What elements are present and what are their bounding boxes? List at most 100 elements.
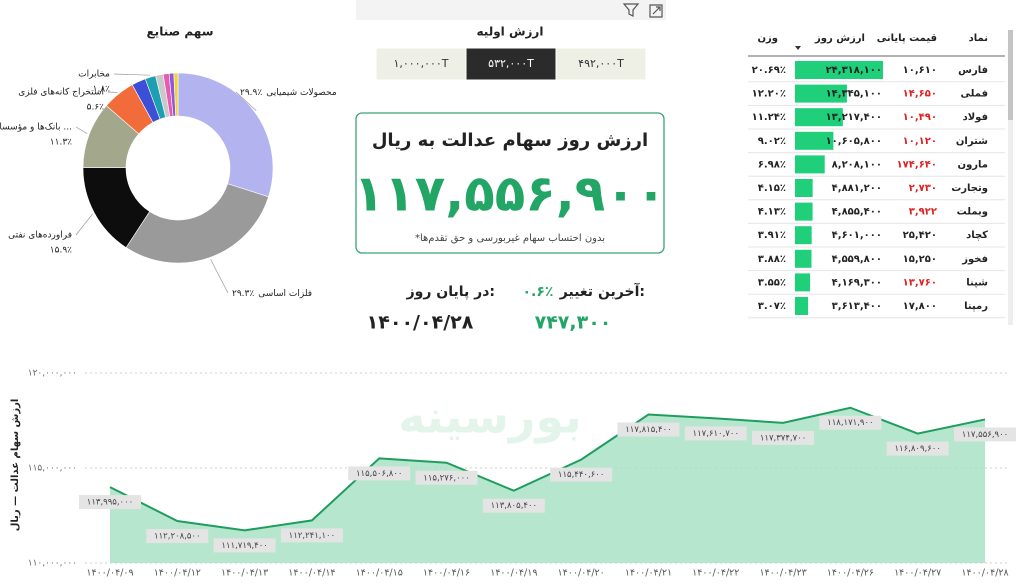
day-value: ۲۴,۳۱۸,۱۰۰ — [826, 65, 882, 76]
selector-button[interactable] — [375, 47, 467, 81]
focus-icon[interactable] — [649, 4, 663, 18]
price: ۳,۹۲۲ — [909, 207, 937, 218]
data-label-box — [213, 538, 276, 553]
change-amount: ۷۴۷,۳۰۰ — [535, 312, 612, 334]
table-header[interactable]: ارزش روز — [814, 33, 865, 44]
symbol: وتجارت — [951, 183, 988, 194]
data-label: ۱۱۶,۸۰۹,۶۰۰ — [894, 444, 941, 454]
data-label: ۱۱۲,۲۴۱,۱۰۰ — [289, 531, 336, 541]
data-label-box — [415, 470, 478, 485]
leader-line — [235, 91, 257, 111]
x-tick-label: ۱۴۰۰/۰۴/۱۶ — [423, 568, 470, 579]
data-label: ۱۱۳,۹۹۵,۰۰۰ — [87, 498, 134, 508]
day-value: ۴,۶۰۱,۰۰۰ — [832, 230, 882, 241]
selector-option[interactable]: ۱,۰۰۰,۰۰۰T — [393, 57, 448, 70]
data-bar — [795, 297, 809, 315]
table-header[interactable]: نماد — [969, 33, 988, 44]
pie-label-group: ۲۹.۳٪ فلزات اساسی — [232, 289, 312, 299]
x-tick-label: ۱۴۰۰/۰۴/۲۸ — [961, 568, 1008, 579]
data-label: ۱۱۱,۷۱۹,۴۰۰ — [221, 541, 268, 551]
data-label-box — [617, 422, 680, 437]
pie-label: استخراج کانه‌های فلزی — [18, 88, 104, 98]
x-tick-label: ۱۴۰۰/۰۴/۱۳ — [221, 568, 268, 579]
scrollbar-track[interactable] — [1008, 30, 1013, 325]
data-label: ۱۱۷,۳۷۴,۷۰۰ — [760, 433, 807, 443]
data-label: ۱۱۷,۶۱۰,۷۰۰ — [693, 429, 740, 439]
data-bar — [795, 155, 825, 174]
pie-label: مخابرات — [78, 70, 110, 80]
data-bar — [795, 131, 834, 150]
table-header[interactable]: وزن — [757, 33, 778, 44]
day-value: ۴,۵۵۹,۸۰۰ — [832, 254, 882, 265]
weight: ۳.۹۱٪ — [758, 230, 786, 241]
price: ۱۷۴,۶۴۰ — [897, 159, 937, 170]
x-tick-label: ۱۴۰۰/۰۴/۱۲ — [154, 568, 201, 579]
data-label-box — [954, 427, 1016, 442]
weight: ۶.۹۸٪ — [758, 159, 786, 170]
day-value: ۱۳,۲۱۷,۴۰۰ — [826, 112, 882, 123]
day-value: ۱۴,۳۴۵,۱۰۰ — [826, 89, 882, 100]
symbol: شپنا — [966, 277, 988, 288]
data-bar — [795, 61, 883, 79]
selector-title: ارزش اولیه — [477, 25, 544, 40]
pie-value-label: ۱۵.۹٪ — [50, 246, 72, 256]
pie-value-label: ۲۹.۹٪ — [240, 88, 262, 98]
pie-label: فلزات اساسی — [258, 289, 312, 299]
end-label: در پایان روز: — [406, 284, 495, 300]
data-bar — [795, 84, 847, 103]
data-label-box — [886, 441, 949, 456]
table-header[interactable]: قیمت پایانی — [877, 33, 937, 44]
x-tick-label: ۱۴۰۰/۰۴/۲۶ — [827, 568, 874, 579]
weight: ۳.۰۷٪ — [758, 301, 786, 312]
symbol: شتران — [956, 136, 988, 147]
selector-option[interactable]: ۵۳۲,۰۰۰T — [488, 57, 534, 70]
x-tick-label: ۱۴۰۰/۰۴/۲۱ — [625, 568, 672, 579]
pie-value-label: ۱.۸٪ — [93, 85, 111, 95]
weight: ۳.۸۸٪ — [758, 254, 786, 265]
data-label-box — [819, 415, 882, 430]
data-bar — [795, 273, 811, 292]
scrollbar-thumb[interactable] — [1008, 30, 1013, 120]
filter-icon[interactable] — [622, 3, 640, 17]
weight: ۴.۱۳٪ — [758, 207, 786, 218]
data-label-box — [752, 430, 815, 445]
x-tick-label: ۱۴۰۰/۰۴/۲۳ — [759, 568, 806, 579]
symbol: مارون — [958, 159, 988, 170]
y-axis-label: ارزش سهام عدالت — ریال — [10, 399, 21, 532]
selector-button[interactable] — [465, 47, 557, 81]
change-value: ۰.۶٪ — [523, 284, 554, 300]
data-label: ۱۱۵,۵۰۶,۸۰۰ — [356, 469, 403, 479]
area — [110, 407, 985, 563]
data-label-box — [684, 426, 747, 441]
leader-line — [75, 126, 88, 135]
data-label-box — [550, 467, 613, 482]
day-value: ۸,۲۰۸,۱۰۰ — [832, 159, 882, 170]
data-bar — [795, 226, 812, 245]
data-label: ۱۱۷,۸۱۵,۴۰۰ — [625, 425, 672, 435]
day-value: ۳,۶۱۳,۴۰۰ — [832, 301, 882, 312]
day-value: ۱۰,۶۰۵,۸۰۰ — [826, 136, 882, 147]
price: ۱۰,۶۱۰ — [903, 65, 937, 76]
selector-button[interactable] — [555, 47, 647, 81]
price: ۲,۷۳۰ — [909, 183, 937, 194]
day-value: ۴,۱۶۹,۳۰۰ — [832, 277, 882, 288]
price: ۱۵,۲۵۰ — [903, 254, 937, 265]
card-title: ارزش روز سهام عدالت به ریال — [372, 130, 648, 151]
symbol: کچاد — [966, 230, 988, 241]
line — [109, 406, 986, 532]
data-label: ۱۱۸,۱۷۱,۹۰۰ — [827, 418, 874, 428]
price: ۱۴,۶۵۰ — [903, 89, 937, 100]
card-note: *بدون احتساب سهام غیربورسی و حق تقدم‌ها — [415, 233, 605, 244]
weight: ۹.۰۲٪ — [758, 136, 786, 147]
x-tick-label: ۱۴۰۰/۰۴/۲۲ — [692, 568, 739, 579]
x-tick-label: ۱۴۰۰/۰۴/۱۵ — [356, 568, 403, 579]
data-label: ۱۱۵,۴۴۰,۶۰۰ — [558, 470, 605, 480]
data-bar — [795, 202, 813, 221]
end-date: ۱۴۰۰/۰۴/۲۸ — [367, 312, 474, 334]
weight: ۳.۵۵٪ — [758, 277, 786, 288]
selector-option[interactable]: ۴۹۲,۰۰۰T — [578, 57, 624, 70]
x-tick-label: ۱۴۰۰/۰۴/۲۰ — [558, 568, 605, 579]
kpi-card — [355, 112, 665, 254]
